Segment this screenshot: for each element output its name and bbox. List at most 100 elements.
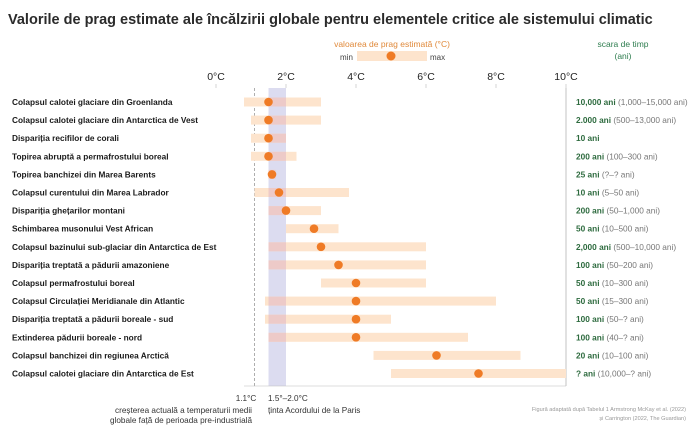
x-tick-label: 4°C [347,71,365,83]
timescale-label: 10 ani (5–50 ani) [576,188,639,198]
threshold-range-overlap [268,296,286,306]
timescale-range: (500–10,000 ani) [611,242,676,252]
category-label: Dispariția ghețarilor montani [12,206,125,216]
category-label: Colapsul calotei glaciare din Groenlanda [12,97,173,107]
threshold-range-overlap [268,314,286,324]
current-warming-label: 1.1°C [236,394,257,403]
category-labels: Colapsul calotei glaciare din Groenlanda… [12,97,217,379]
timescale-label: 50 ani (10–300 ani) [576,278,649,288]
source-line-1: Figură adaptată după Tabelul 1 Armstrong… [532,407,686,413]
timescale-label: 100 ani (50–? ani) [576,314,644,324]
threshold-estimate-dot [264,97,273,107]
timescale-value: 20 ani [576,350,600,360]
threshold-dots [264,97,483,378]
current-warming-desc-line2: globale față de perioada pre-industrială [110,416,252,425]
timescale-range: (15–300 ani) [600,296,649,306]
timescale-value: 100 ani [576,332,604,342]
paris-band-layer [254,88,286,386]
threshold-range-overlap [268,332,286,342]
x-tick-label: 6°C [417,71,435,83]
threshold-range-overlap [268,115,286,125]
timescale-label: 25 ani (?–? ani) [576,169,635,179]
timescale-value: 10,000 ani [576,97,616,107]
category-label: Colapsul banchizei din regiunea Arctică [12,350,169,360]
x-tick-label: 0°C [207,71,225,83]
timescale-title-unit: (ani) [614,51,631,61]
threshold-range-overlap [268,151,286,161]
category-label: Topirea banchizei din Marea Barents [12,169,156,179]
threshold-range-bar [373,350,521,360]
threshold-range-overlap [268,97,286,107]
category-label: Colapsul calotei glaciare din Antarctica… [12,115,198,125]
timescale-range: (10–300 ani) [600,278,649,288]
category-label: Topirea abruptă a permafrostului boreal [12,151,169,161]
timescale-labels: 10,000 ani (1,000–15,000 ani) 2.000 ani (… [576,97,688,379]
category-label: Extinderea pădurii boreale - nord [12,332,142,342]
threshold-estimate-dot [274,188,284,197]
x-tick-label: 2°C [277,71,295,83]
timescale-value: 200 ani [576,151,604,161]
timescale-value: 100 ani [576,260,604,270]
timescale-range: (50–1,000 ani) [604,206,660,216]
timescale-label: 2.000 ani (500–13,000 ani) [576,115,676,125]
threshold-estimate-dot [432,351,441,360]
x-tick-label: 8°C [487,71,505,83]
timescale-label: 50 ani (10–500 ani) [576,224,649,234]
timescale-label: 100 ani (50–200 ani) [576,260,653,270]
category-label: Colapsul Circulației Meridianale din Atl… [12,296,185,306]
timescale-label: 200 ani (50–1,000 ani) [576,206,660,216]
category-label: Colapsul permafrostului boreal [12,278,135,288]
timescale-label: 200 ani (100–300 ani) [576,151,658,161]
threshold-range-bar [265,296,496,306]
threshold-estimate-dot [351,314,361,324]
paris-band-label: 1.5°–2.0°C [268,394,308,403]
timescale-value: 200 ani [576,206,604,216]
threshold-range-bar [268,242,426,252]
category-label: Colapsul calotei glaciare din Antarctica… [12,369,194,379]
range-bars [244,97,566,378]
threshold-estimate-dot [316,242,326,252]
threshold-estimate-dot [351,278,361,288]
threshold-estimate-dot [264,152,273,161]
threshold-estimate-dot [267,170,277,179]
timescale-range: (100–300 ani) [604,151,658,161]
source-line-2: și Carrington (2022, The Guardian) [599,416,686,422]
legend-min-label: min [340,53,353,62]
current-warming-desc-line1: creșterea actuală a temperaturii medii [115,406,252,415]
timescale-value: 10 ani [576,188,600,198]
timescale-value: 50 ani [576,296,600,306]
threshold-range-bar [268,332,468,342]
category-label: Dispariția recifilor de corali [12,133,119,143]
timescale-value: 2.000 ani [576,115,611,125]
threshold-estimate-dot [309,224,319,233]
timescale-label: ? ani (10,000–? ani) [576,369,651,379]
threshold-range-overlap [268,242,286,252]
category-label: Colapsul curentului din Marea Labrador [12,188,170,198]
timescale-range: (10–100 ani) [600,350,649,360]
threshold-range-bar [254,188,349,197]
threshold-range-bar [268,260,426,270]
timescale-range: (5–50 ani) [600,188,640,198]
category-label: Dispariția treptată a pădurii boreale - … [12,314,173,324]
timescale-value: 25 ani [576,169,600,179]
threshold-range-overlap [268,260,286,270]
timescale-range: (10–500 ani) [600,224,649,234]
timescale-label: 20 ani (10–100 ani) [576,350,649,360]
threshold-estimate-dot [264,133,273,143]
paris-band [268,88,286,386]
timescale-value: 50 ani [576,224,600,234]
threshold-range-bar [321,278,426,288]
threshold-estimate-dot [264,115,273,125]
x-tick-label: 10°C [554,71,578,83]
timescale-label: 50 ani (15–300 ani) [576,296,649,306]
threshold-range-overlap [268,206,286,216]
timescale-range: (1,000–15,000 ani) [616,97,688,107]
timescale-range: (500–13,000 ani) [611,115,676,125]
threshold-estimate-dot [334,260,343,270]
threshold-estimate-dot [474,369,483,378]
timescale-title: scara de timp [597,39,648,49]
timescale-label: 2,000 ani (500–10,000 ani) [576,242,676,252]
x-axis: 0°C 2°C 4°C 6°C 8°C 10°C [207,71,578,387]
legend-max-label: max [430,53,445,62]
